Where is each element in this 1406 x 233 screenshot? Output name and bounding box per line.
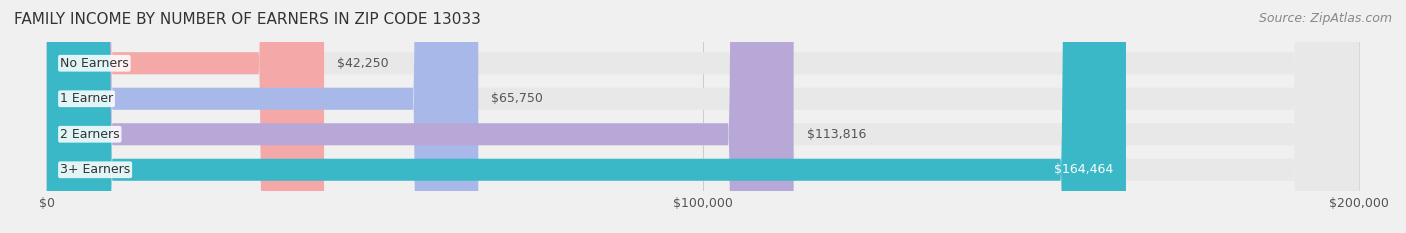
Text: $164,464: $164,464	[1053, 163, 1112, 176]
FancyBboxPatch shape	[46, 0, 1126, 233]
Text: 1 Earner: 1 Earner	[60, 92, 112, 105]
FancyBboxPatch shape	[46, 0, 1360, 233]
FancyBboxPatch shape	[46, 0, 478, 233]
Text: $113,816: $113,816	[807, 128, 866, 141]
Text: Source: ZipAtlas.com: Source: ZipAtlas.com	[1258, 12, 1392, 25]
FancyBboxPatch shape	[46, 0, 1360, 233]
Text: $42,250: $42,250	[337, 57, 389, 70]
Text: 3+ Earners: 3+ Earners	[60, 163, 131, 176]
FancyBboxPatch shape	[46, 0, 793, 233]
Text: FAMILY INCOME BY NUMBER OF EARNERS IN ZIP CODE 13033: FAMILY INCOME BY NUMBER OF EARNERS IN ZI…	[14, 12, 481, 27]
Text: $65,750: $65,750	[492, 92, 543, 105]
FancyBboxPatch shape	[46, 0, 1360, 233]
Text: No Earners: No Earners	[60, 57, 129, 70]
FancyBboxPatch shape	[46, 0, 323, 233]
Text: 2 Earners: 2 Earners	[60, 128, 120, 141]
FancyBboxPatch shape	[46, 0, 1360, 233]
